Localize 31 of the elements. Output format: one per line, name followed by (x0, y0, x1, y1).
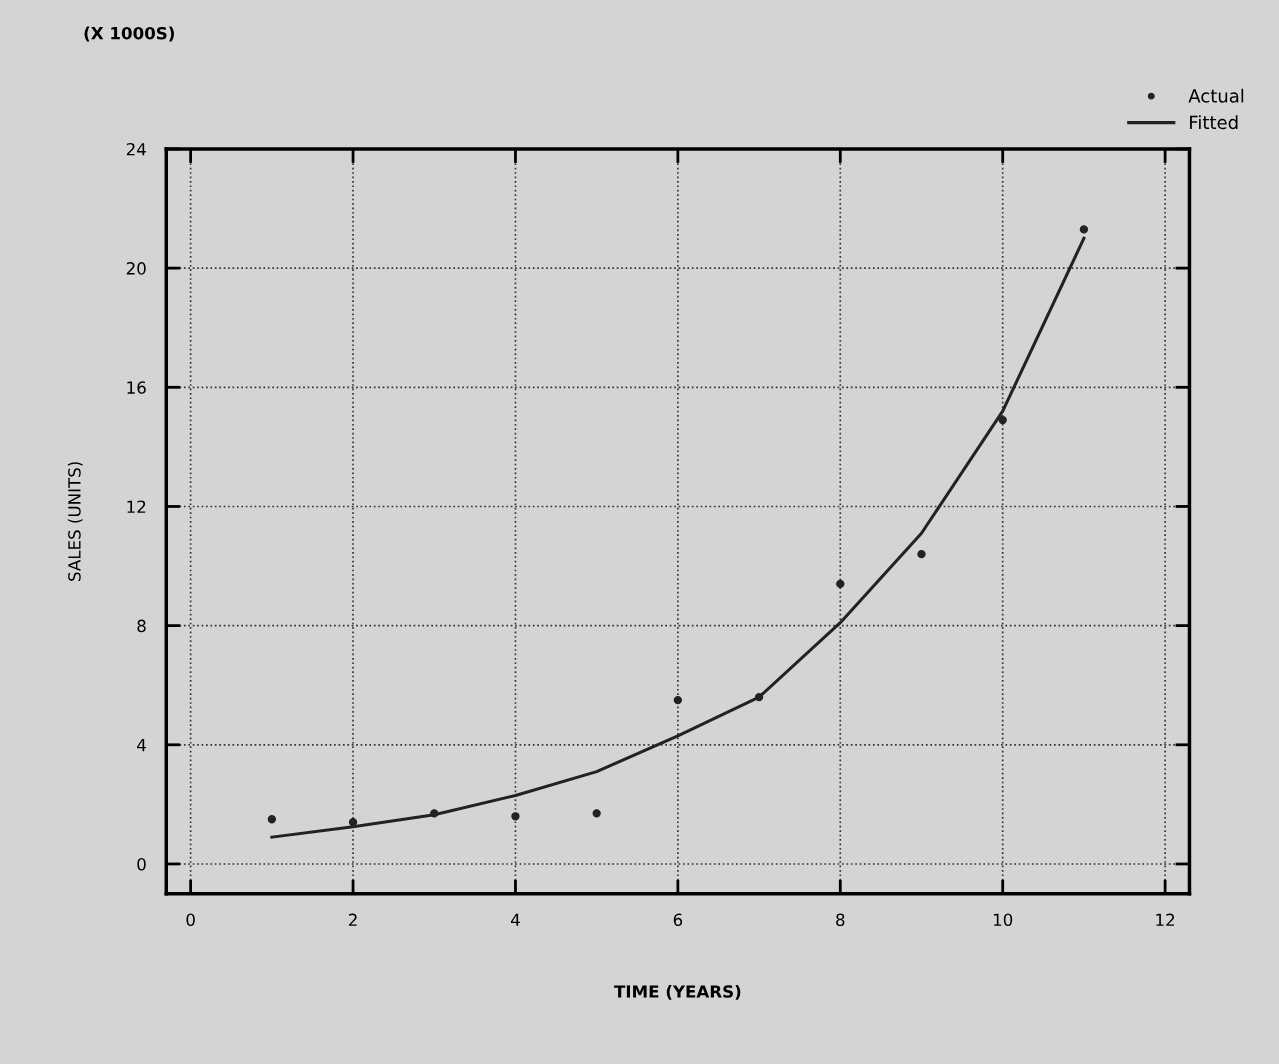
y-tick-label: 0 (137, 857, 146, 871)
point (754, 692, 764, 702)
point (348, 818, 358, 827)
y-axis-title: SALES (UNITS) (67, 462, 83, 581)
point (592, 809, 601, 818)
line-series (270, 236, 1086, 839)
text: (X 1000S) (84, 26, 174, 42)
x-tick-label: 4 (510, 913, 520, 926)
point (267, 815, 277, 824)
y-tick-label: 16 (127, 381, 146, 394)
legend-label: Actual (1188, 88, 1244, 103)
y-tick-label: 12 (127, 500, 146, 513)
x-tick-label: 10 (993, 913, 1013, 927)
y-tick-label: 4 (137, 738, 146, 752)
point (1079, 225, 1089, 234)
point (917, 549, 926, 559)
legend-label: Fitted (1190, 115, 1238, 130)
x-tick-label: 12 (1156, 913, 1175, 926)
point (430, 809, 439, 818)
x-tick-label: 6 (673, 913, 683, 927)
x-axis-title: TIME (YEARS) (614, 984, 741, 1000)
point (673, 695, 683, 705)
point (836, 579, 845, 589)
point (511, 812, 520, 821)
y-tick-label: 8 (137, 619, 146, 633)
x-tick-label: 0 (186, 913, 195, 927)
x-tick-label: 2 (348, 913, 357, 926)
point (998, 415, 1007, 425)
y-tick-label: 20 (126, 262, 146, 275)
y-tick-label: 24 (126, 142, 146, 156)
x-tick-label: 8 (836, 913, 845, 927)
